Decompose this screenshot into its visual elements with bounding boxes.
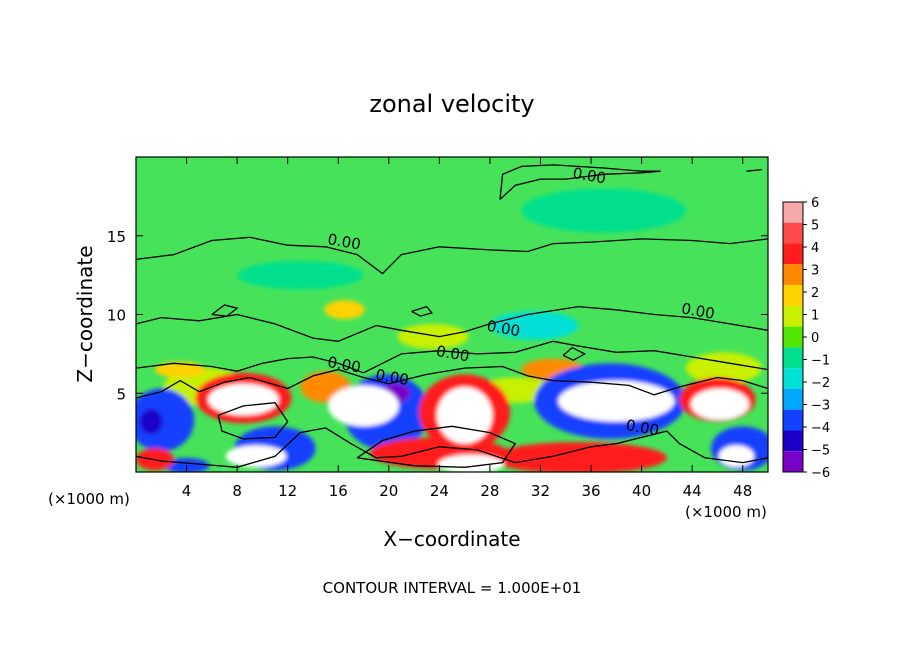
- x-unit-right: (×1000 m): [685, 503, 767, 521]
- contour-line: [217, 402, 289, 440]
- colorbar-swatch: [783, 305, 803, 327]
- velocity-region: [136, 388, 195, 452]
- contour-line: [136, 365, 768, 399]
- velocity-region: [489, 442, 667, 472]
- contour-label: 0.00: [680, 299, 716, 323]
- velocity-region: [324, 300, 365, 320]
- velocity-region: [438, 454, 504, 472]
- contour-label: 0.00: [374, 366, 410, 390]
- colorbar: 6 5 4 3 2 1 0 −1 −2 −3 −4 −5 −6: [782, 196, 830, 481]
- velocity-region: [690, 388, 750, 421]
- colorbar-label: −3: [811, 399, 830, 414]
- colorbar-label: −6: [811, 466, 830, 481]
- x-unit-left: (×1000 m): [48, 490, 130, 508]
- colorbar-swatch: [783, 430, 803, 452]
- colorbar-swatch: [783, 347, 803, 369]
- x-tick-label: 40: [632, 482, 651, 500]
- colorbar-label: −2: [811, 376, 830, 391]
- colorbar-label: 6: [811, 196, 819, 211]
- contour-label: 0.00: [326, 353, 362, 377]
- contour-label: 0.00: [485, 317, 521, 341]
- contour-line: [136, 305, 768, 342]
- contour-line: [136, 427, 768, 468]
- x-tick-label: 32: [531, 482, 550, 500]
- colorbar-swatch: [783, 222, 803, 244]
- velocity-region: [154, 361, 206, 378]
- colorbar-label: 5: [811, 219, 819, 234]
- y-tick-label: 5: [116, 385, 126, 403]
- contour-line: [411, 305, 433, 317]
- velocity-region: [237, 260, 364, 290]
- x-tick-label: 48: [733, 482, 752, 500]
- chart-title: zonal velocity: [369, 90, 534, 118]
- contour-label: 0.00: [624, 416, 660, 440]
- colorbar-label: 3: [811, 264, 819, 279]
- contour-line: [499, 164, 661, 200]
- colorbar-swatch: [783, 326, 803, 348]
- x-tick-label: 16: [329, 482, 348, 500]
- colorbar-swatch: [783, 285, 803, 306]
- velocity-region: [436, 386, 493, 444]
- contour-line: [746, 168, 762, 172]
- x-tick-label: 20: [379, 482, 398, 500]
- colorbar-label: −5: [811, 444, 830, 459]
- y-axis-label: Z−coordinate: [73, 245, 97, 382]
- x-tick-label: 44: [683, 482, 702, 500]
- contour-label: 0.00: [571, 164, 607, 188]
- velocity-region: [163, 457, 210, 472]
- velocity-region: [208, 383, 279, 416]
- colorbar-label: 0: [811, 331, 819, 346]
- x-tick-label: 24: [430, 482, 449, 500]
- contour-interval-note: CONTOUR INTERVAL = 1.000E+01: [323, 579, 582, 597]
- colorbar-label: 1: [811, 309, 819, 324]
- x-tick-label: 36: [581, 482, 600, 500]
- velocity-region: [685, 352, 762, 384]
- velocity-region: [521, 188, 686, 233]
- x-tick-label: 8: [232, 482, 242, 500]
- colorbar-label: 4: [811, 241, 819, 256]
- velocity-region: [397, 323, 469, 350]
- x-tick-label: 12: [278, 482, 297, 500]
- velocity-region: [225, 445, 287, 468]
- colorbar-swatch: [783, 451, 803, 472]
- velocity-region: [558, 380, 675, 422]
- contour-line: [562, 346, 587, 361]
- colorbar-label: −4: [811, 421, 830, 436]
- colorbar-swatch: [783, 243, 803, 265]
- colorbar-swatch: [783, 388, 803, 410]
- velocity-region: [328, 385, 399, 427]
- colorbar-swatch: [783, 202, 803, 223]
- y-tick-label: 10: [107, 307, 126, 325]
- velocity-region: [718, 445, 755, 468]
- x-tick-label: 28: [480, 482, 499, 500]
- colorbar-swatch: [783, 368, 803, 389]
- colorbar-swatch: [783, 409, 803, 431]
- x-axis-label: X−coordinate: [383, 527, 520, 551]
- contour-label: 0.00: [435, 342, 471, 366]
- contour-label: 0.00: [326, 230, 362, 254]
- colorbar-swatch: [783, 264, 803, 286]
- contour-line: [136, 340, 768, 374]
- contour-line: [211, 304, 239, 317]
- velocity-region: [139, 409, 163, 435]
- colorbar-label: −1: [811, 354, 830, 369]
- x-tick-label: 4: [182, 482, 192, 500]
- colorbar-label: 2: [811, 286, 819, 301]
- plot-area: [136, 157, 768, 472]
- y-tick-label: 15: [107, 228, 126, 246]
- contour-line: [136, 236, 768, 275]
